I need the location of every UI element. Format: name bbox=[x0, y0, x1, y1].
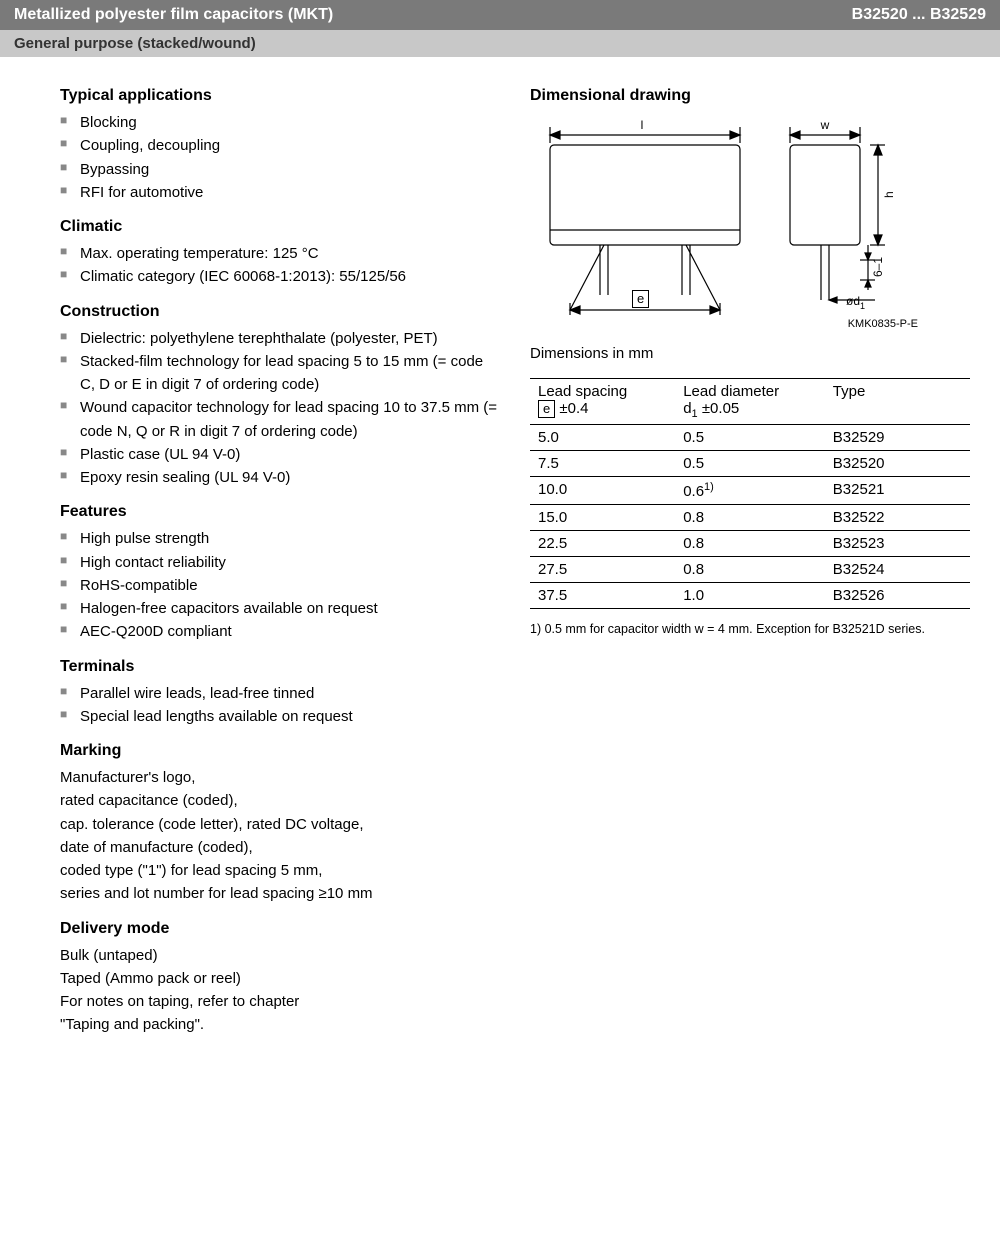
list-item: Climatic category (IEC 60068-1:2013): 55… bbox=[60, 265, 500, 288]
list-item: Special lead lengths available on reques… bbox=[60, 705, 500, 728]
header-subtitle: General purpose (stacked/wound) bbox=[0, 30, 1000, 57]
construction-list: Dielectric: polyethylene terephthalate (… bbox=[60, 327, 500, 490]
svg-text:l: l bbox=[641, 118, 644, 132]
drawing-code: KMK0835-P-E bbox=[848, 318, 918, 330]
table-row: 37.51.0B32526 bbox=[530, 583, 970, 609]
apps-heading: Typical applications bbox=[60, 87, 500, 105]
list-item: RoHS-compatible bbox=[60, 574, 500, 597]
table-row: 10.00.61)B32521 bbox=[530, 477, 970, 505]
table-row: 7.50.5B32520 bbox=[530, 451, 970, 477]
table-row: 15.00.8B32522 bbox=[530, 505, 970, 531]
features-heading: Features bbox=[60, 503, 500, 521]
terminals-heading: Terminals bbox=[60, 658, 500, 676]
list-item: Dielectric: polyethylene terephthalate (… bbox=[60, 327, 500, 350]
list-item: Epoxy resin sealing (UL 94 V-0) bbox=[60, 466, 500, 489]
header-code: B32520 ... B32529 bbox=[852, 6, 986, 24]
header-title: Metallized polyester film capacitors (MK… bbox=[14, 6, 333, 24]
table-row: 22.50.8B32523 bbox=[530, 531, 970, 557]
features-list: High pulse strength High contact reliabi… bbox=[60, 527, 500, 643]
table-row: 27.50.8B32524 bbox=[530, 557, 970, 583]
table-row: 5.00.5B32529 bbox=[530, 425, 970, 451]
marking-heading: Marking bbox=[60, 742, 500, 760]
th-type: Type bbox=[825, 379, 970, 425]
svg-text:h: h bbox=[882, 191, 896, 198]
list-item: Halogen-free capacitors available on req… bbox=[60, 597, 500, 620]
terminals-list: Parallel wire leads, lead-free tinned Sp… bbox=[60, 682, 500, 729]
th-lead-diameter: Lead diameter bbox=[683, 383, 817, 400]
dimensions-table: Lead spacing e ±0.4 Lead diameter d1 ±0.… bbox=[530, 378, 970, 609]
list-item: RFI for automotive bbox=[60, 181, 500, 204]
table-footnote: 1) 0.5 mm for capacitor width w = 4 mm. … bbox=[530, 621, 970, 639]
apps-list: Blocking Coupling, decoupling Bypassing … bbox=[60, 111, 500, 204]
list-item: Max. operating temperature: 125 °C bbox=[60, 242, 500, 265]
drawing-caption: Dimensions in mm bbox=[530, 345, 970, 362]
svg-text:6–1: 6–1 bbox=[871, 257, 885, 277]
list-item: AEC-Q200D compliant bbox=[60, 620, 500, 643]
list-item: Stacked-film technology for lead spacing… bbox=[60, 350, 500, 397]
left-column: Typical applications Blocking Coupling, … bbox=[60, 87, 500, 1037]
header-bar: Metallized polyester film capacitors (MK… bbox=[0, 0, 1000, 30]
list-item: Coupling, decoupling bbox=[60, 134, 500, 157]
list-item: Plastic case (UL 94 V-0) bbox=[60, 443, 500, 466]
list-item: High pulse strength bbox=[60, 527, 500, 550]
climatic-heading: Climatic bbox=[60, 218, 500, 236]
svg-text:w: w bbox=[820, 118, 830, 132]
marking-text: Manufacturer's logo, rated capacitance (… bbox=[60, 766, 500, 906]
list-item: Wound capacitor technology for lead spac… bbox=[60, 396, 500, 443]
svg-text:ød1: ød1 bbox=[846, 294, 865, 311]
delivery-text: Bulk (untaped) Taped (Ammo pack or reel)… bbox=[60, 944, 500, 1037]
list-item: Parallel wire leads, lead-free tinned bbox=[60, 682, 500, 705]
drawing-heading: Dimensional drawing bbox=[530, 87, 970, 105]
dimensional-drawing: l e bbox=[530, 115, 970, 339]
list-item: Bypassing bbox=[60, 158, 500, 181]
right-column: Dimensional drawing bbox=[530, 87, 970, 1037]
list-item: High contact reliability bbox=[60, 551, 500, 574]
list-item: Blocking bbox=[60, 111, 500, 134]
th-lead-spacing: Lead spacing bbox=[538, 383, 667, 400]
delivery-heading: Delivery mode bbox=[60, 920, 500, 938]
climatic-list: Max. operating temperature: 125 °C Clima… bbox=[60, 242, 500, 289]
construction-heading: Construction bbox=[60, 303, 500, 321]
